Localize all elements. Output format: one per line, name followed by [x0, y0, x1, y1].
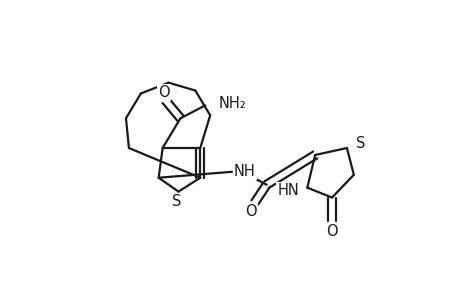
Text: HN: HN [277, 183, 299, 198]
Text: O: O [157, 85, 169, 100]
Text: O: O [325, 224, 337, 239]
Text: NH: NH [234, 164, 255, 179]
Text: S: S [172, 194, 181, 209]
Text: O: O [245, 204, 256, 219]
Text: S: S [355, 136, 364, 151]
Text: NH₂: NH₂ [218, 96, 246, 111]
